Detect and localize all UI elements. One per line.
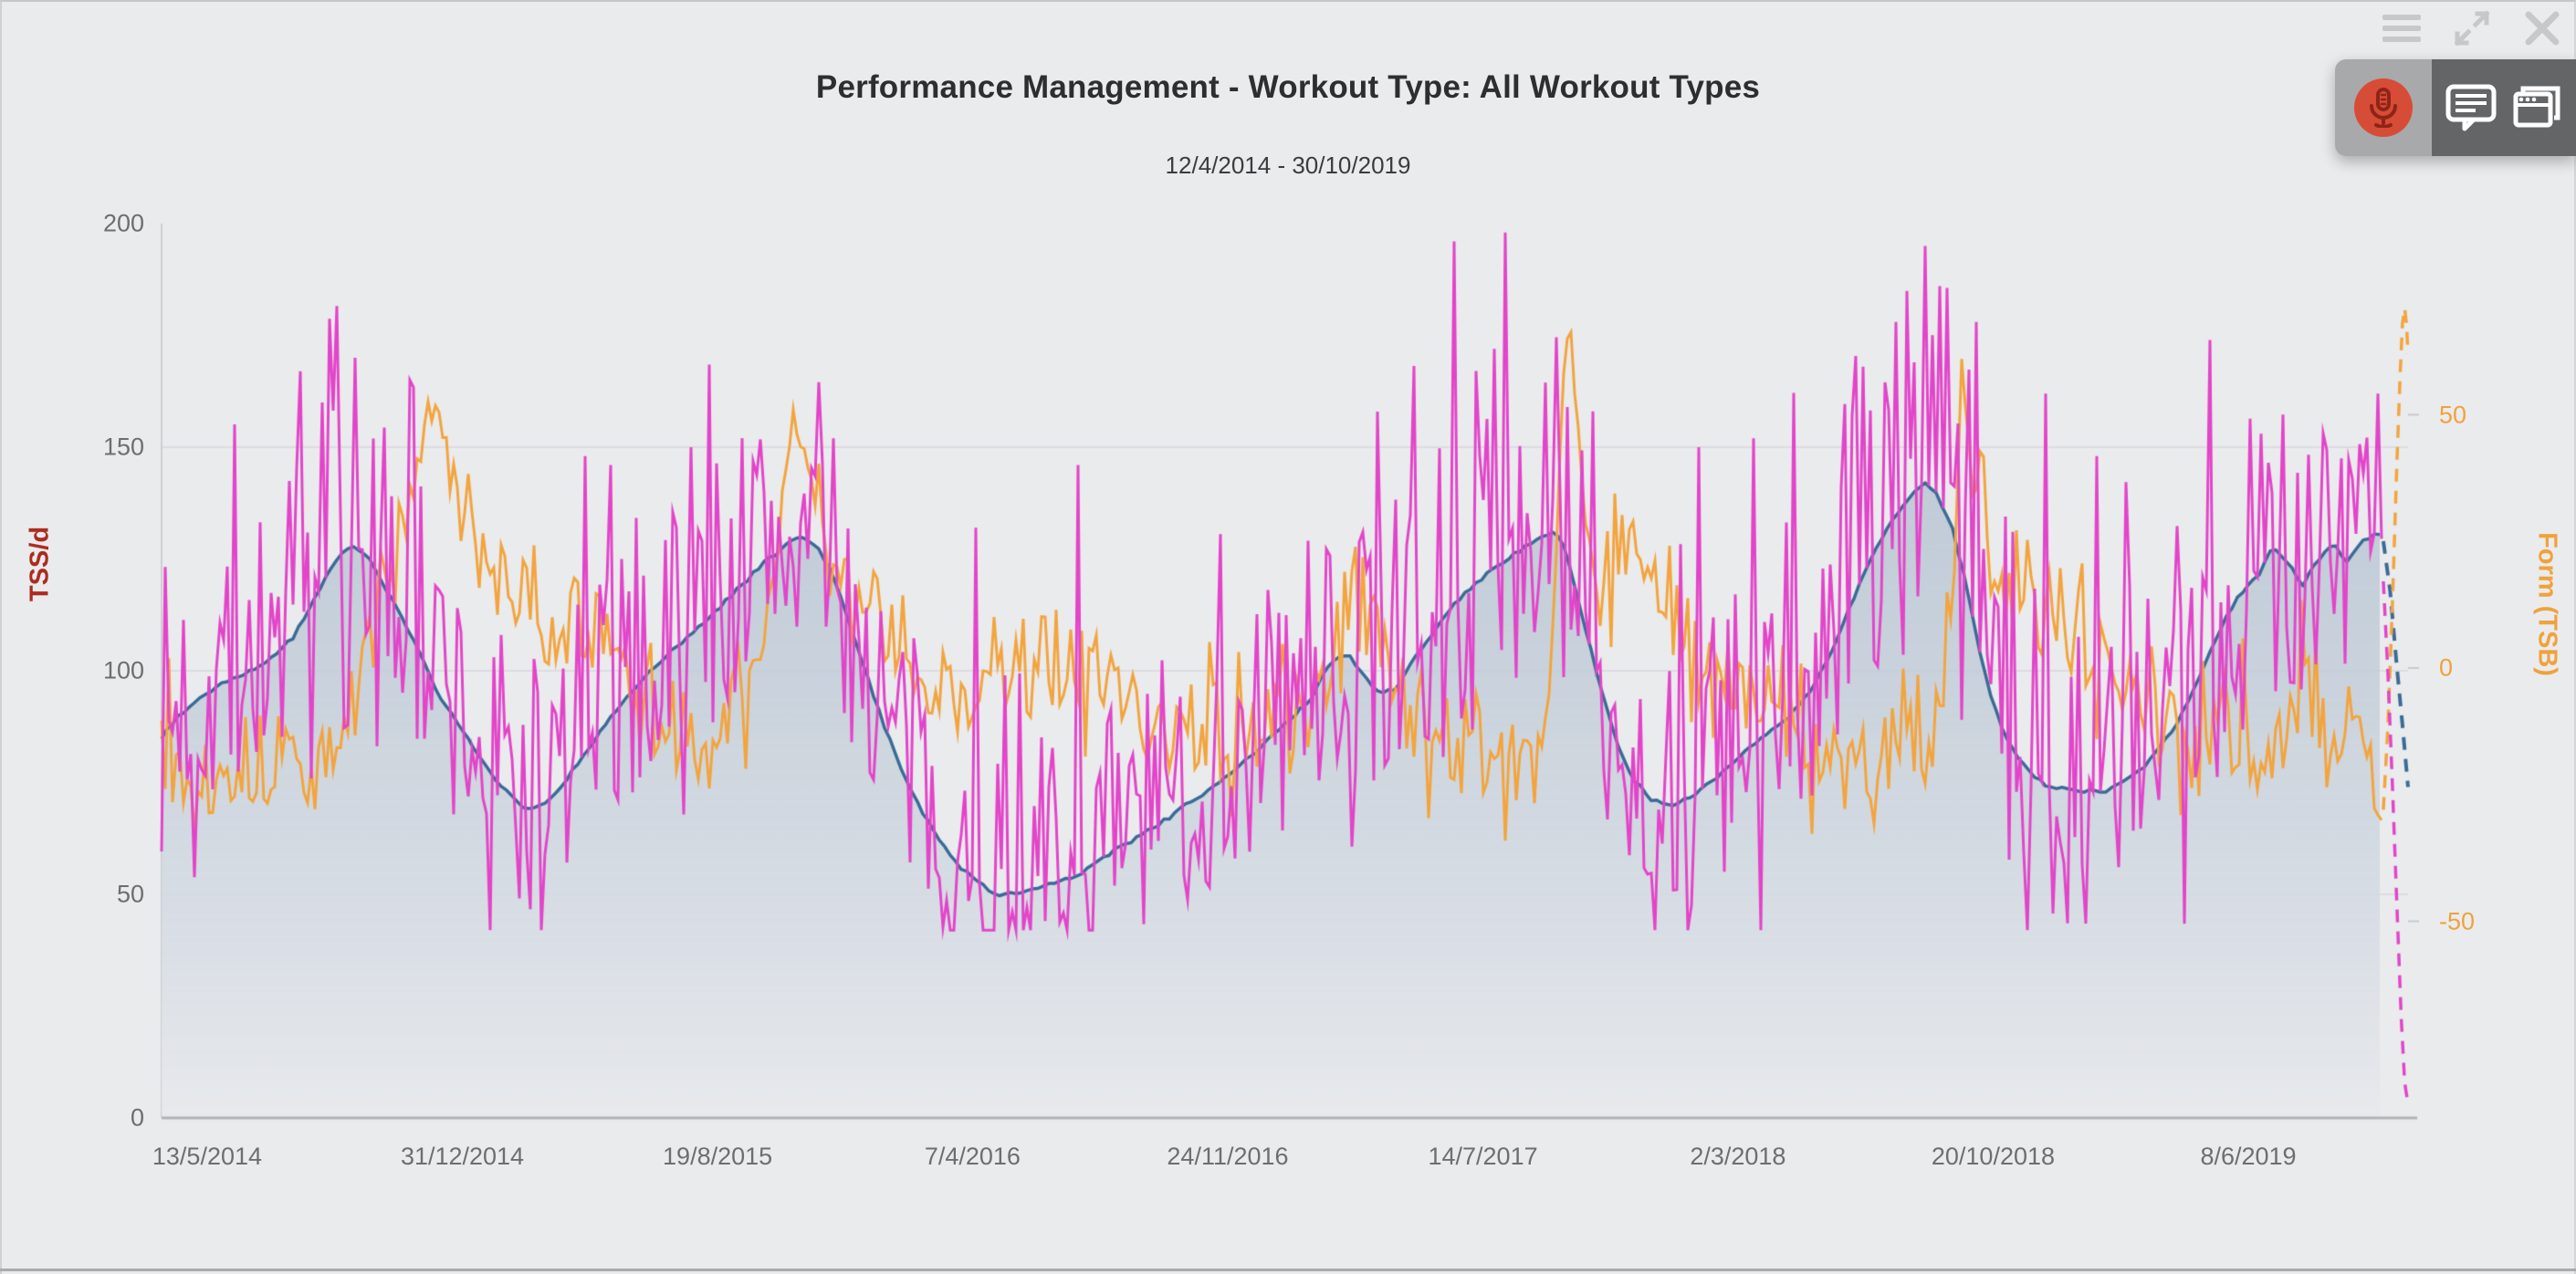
record-button[interactable] [2354,78,2413,137]
toolbar-icons-section [2432,59,2576,156]
window-controls [2382,9,2561,47]
y-left-tick-label: 150 [102,433,144,461]
x-axis-tick-label: 13/5/2014 [152,1143,263,1170]
x-axis-tick-label: 31/12/2014 [400,1143,525,1170]
y-left-tick-label: 0 [130,1103,144,1132]
toolbar-record-section [2335,59,2432,156]
y-axis-left-title: TSS/d [25,526,55,602]
expand-diagonal-icon [2454,10,2490,47]
x-axis-tick-label: 14/7/2017 [1428,1143,1538,1170]
y-left-tick-label: 200 [102,209,144,237]
chart-title: Performance Management - Workout Type: A… [815,69,1761,105]
close-x-icon [2525,11,2560,46]
speech-bubble-icon [2445,84,2497,131]
y-right-tick-label: 50 [2439,401,2467,428]
windows-button[interactable] [2510,83,2563,132]
x-axis-tick-label: 2/3/2018 [1690,1143,1786,1170]
y-left-tick-label: 100 [102,656,144,684]
chart-date-range-subtitle: 12/4/2014 - 30/10/2019 [1165,151,1411,179]
y-axis-right-title: Form (TSB) [2532,532,2562,676]
expand-button[interactable] [2453,9,2491,47]
comments-button[interactable] [2445,83,2497,132]
y-right-tick-label: 0 [2439,653,2454,682]
microphone-icon [2370,88,2397,128]
close-button[interactable] [2523,9,2561,47]
hamburger-menu-icon [2382,15,2421,42]
y-right-tick-label: -50 [2439,907,2476,935]
windows-pages-icon [2513,86,2560,128]
x-axis-tick-label: 19/8/2015 [663,1143,773,1170]
y-left-tick-label: 50 [116,880,144,908]
menu-button[interactable] [2382,9,2421,47]
x-axis-tick-label: 24/11/2016 [1167,1143,1289,1170]
x-axis-tick-label: 20/10/2018 [1931,1143,2056,1170]
x-axis-tick-label: 7/4/2016 [924,1143,1021,1170]
x-axis-tick-label: 8/6/2019 [2200,1143,2297,1170]
floating-toolbar [2335,59,2576,156]
